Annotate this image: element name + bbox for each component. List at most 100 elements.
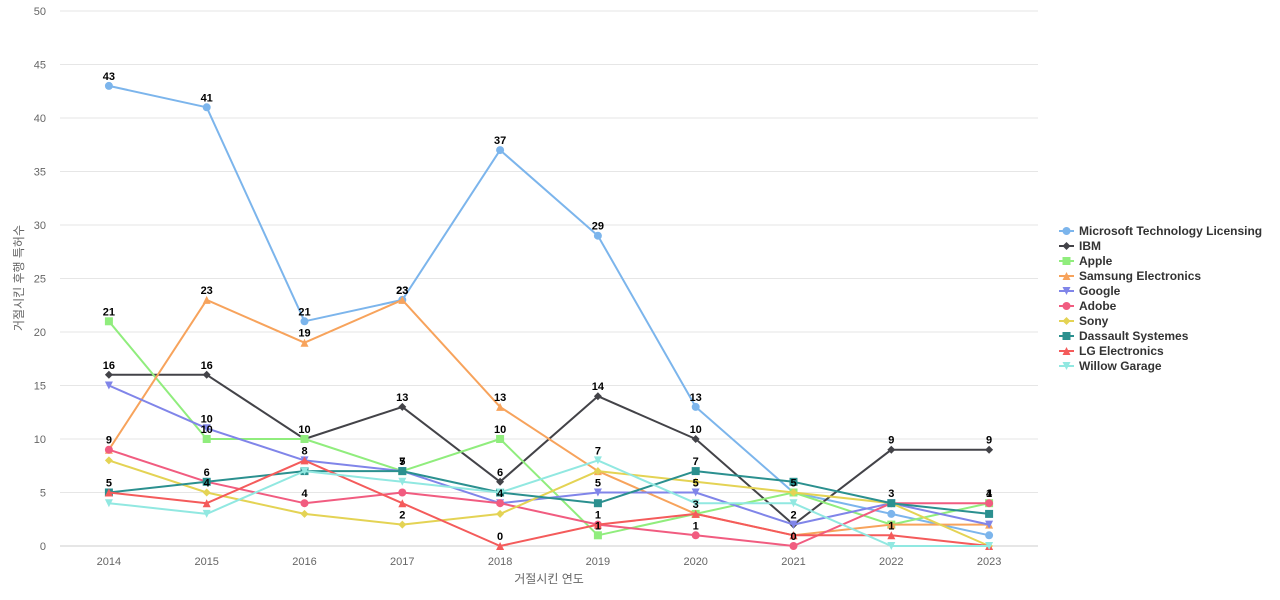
data-point <box>593 392 602 401</box>
data-label: 4 <box>301 488 308 500</box>
data-label: 5 <box>399 456 405 468</box>
data-point <box>496 402 505 411</box>
data-point <box>300 467 309 476</box>
data-point <box>789 477 798 486</box>
data-point <box>789 488 798 497</box>
data-label: 10 <box>201 424 213 436</box>
legend-label: LG Electronics <box>1079 344 1164 358</box>
data-point <box>104 488 113 497</box>
data-point <box>300 435 309 443</box>
y-tick-label: 20 <box>34 327 46 339</box>
data-point <box>202 370 211 379</box>
series-line <box>108 459 990 547</box>
data-label: 7 <box>399 456 405 468</box>
data-point <box>691 467 700 476</box>
legend-symbol <box>1062 227 1071 235</box>
data-label: 16 <box>201 360 213 372</box>
data-point <box>300 317 309 326</box>
x-tick-label: 2019 <box>586 556 610 568</box>
x-tick-label: 2015 <box>194 556 218 568</box>
data-point <box>887 520 896 529</box>
data-label: 9 <box>888 435 894 447</box>
legend-label: Samsung Electronics <box>1079 269 1201 283</box>
data-label: 10 <box>494 424 506 436</box>
data-point <box>593 488 602 497</box>
data-label: 2 <box>399 510 405 522</box>
data-point <box>691 402 700 411</box>
series-line <box>108 459 990 547</box>
data-point <box>300 509 309 518</box>
legend-item: Dassault Systemes <box>1059 329 1189 343</box>
data-point <box>496 146 505 155</box>
data-point <box>691 488 700 497</box>
y-tick-label: 25 <box>34 274 46 286</box>
legend-symbol <box>1062 257 1071 265</box>
data-point <box>104 317 113 326</box>
legend-symbol <box>1062 287 1071 295</box>
y-tick-label: 5 <box>40 488 46 500</box>
data-point <box>789 520 798 529</box>
data-point <box>789 531 798 540</box>
data-label: 0 <box>497 531 503 543</box>
data-label: 1 <box>986 488 992 500</box>
legend-symbol <box>1062 242 1071 250</box>
series-8 <box>104 456 994 550</box>
data-point <box>202 499 211 508</box>
data-point <box>593 499 602 508</box>
y-tick-label: 0 <box>40 541 46 553</box>
data-point <box>202 477 211 486</box>
data-point <box>104 381 113 390</box>
series-line <box>108 459 990 547</box>
data-point <box>691 509 700 518</box>
data-label: 21 <box>298 306 310 318</box>
data-point <box>496 499 505 508</box>
y-tick-label: 50 <box>34 6 46 18</box>
series-0 <box>104 81 994 540</box>
data-label: 19 <box>298 328 310 340</box>
series-lines <box>104 81 994 550</box>
data-point <box>593 231 602 240</box>
data-point <box>593 467 602 476</box>
data-label: 9 <box>106 435 112 447</box>
legend: Microsoft Technology LicensingIBMAppleSa… <box>1059 224 1262 373</box>
x-tick-label: 2022 <box>879 556 903 568</box>
data-label: 4 <box>497 488 504 500</box>
series-line <box>108 470 990 515</box>
legend-item: Microsoft Technology Licensing <box>1059 224 1262 238</box>
data-point <box>789 542 798 550</box>
data-point <box>593 520 602 529</box>
y-tick-label: 40 <box>34 113 46 125</box>
data-point <box>593 531 602 540</box>
data-label: 8 <box>301 445 307 457</box>
data-point <box>887 499 896 508</box>
data-label: 43 <box>103 71 115 83</box>
data-point <box>691 531 700 540</box>
data-label: 37 <box>494 135 506 147</box>
data-point <box>104 456 113 465</box>
data-label: 1 <box>595 520 601 532</box>
data-point <box>985 531 994 540</box>
data-point <box>496 509 505 518</box>
x-tick-label: 2014 <box>97 556 121 568</box>
data-point <box>202 435 211 443</box>
data-label: 10 <box>690 424 702 436</box>
data-point <box>398 488 407 497</box>
series-9 <box>104 456 994 550</box>
data-point <box>202 488 211 497</box>
data-label: 4 <box>986 488 993 500</box>
data-point <box>398 402 407 411</box>
series-line <box>108 373 990 526</box>
y-axis-ticks: 0 5 10 15 20 25 30 35 40 45 50 <box>34 6 46 553</box>
legend-label: Willow Garage <box>1079 359 1162 373</box>
data-label: 1 <box>888 520 894 532</box>
legend-label: Dassault Systemes <box>1079 329 1189 343</box>
y-tick-label: 45 <box>34 60 46 72</box>
data-point <box>202 295 211 304</box>
legend-item: LG Electronics <box>1059 344 1164 358</box>
series-1 <box>104 370 994 529</box>
data-point <box>496 542 505 550</box>
data-point <box>789 499 798 508</box>
y-axis-title: 거절시킨 후행 특허수 <box>11 225 26 331</box>
data-label: 13 <box>690 392 702 404</box>
